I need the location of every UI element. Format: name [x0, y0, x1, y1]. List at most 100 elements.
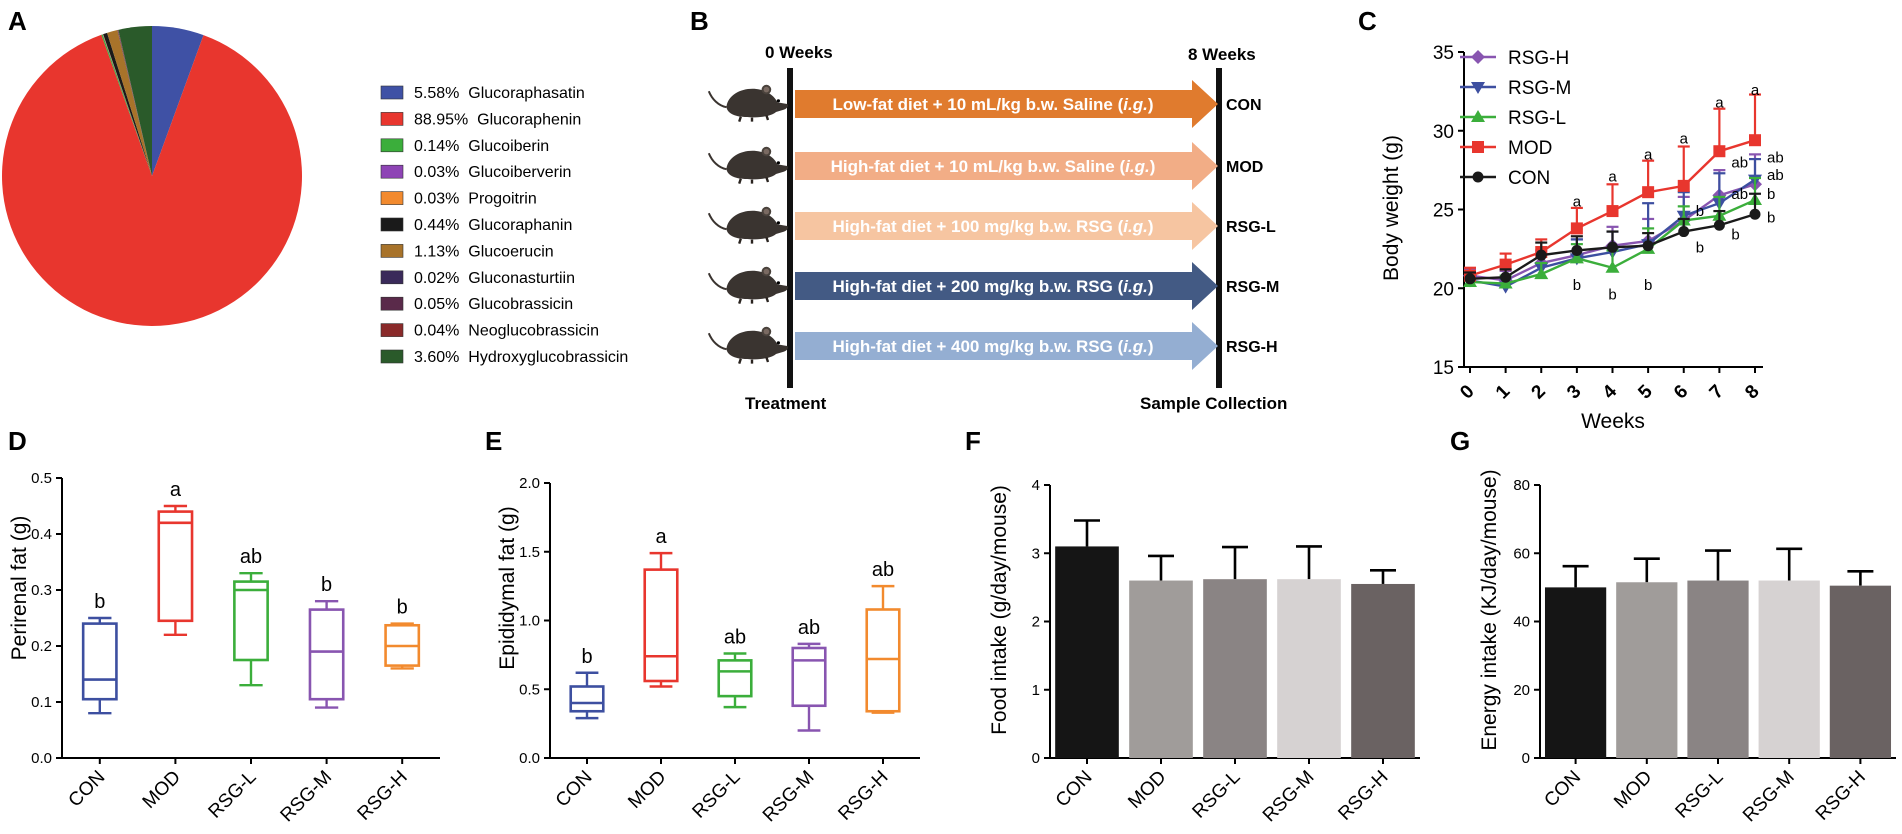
sig-label: ab: [798, 617, 820, 639]
legend-name: Glucoraphasatin: [468, 85, 585, 102]
bar-rsg-h: [1829, 570, 1892, 758]
bar-rsg-m: [1758, 547, 1820, 758]
c-y-tick-label: 15: [1433, 358, 1454, 379]
experiment-diagram: 0 Weeks 8 Weeks Treatment Sample Collect…: [707, 43, 1287, 413]
y-tick-label: 0.1: [31, 694, 52, 711]
sample-collection-caption: Sample Collection: [1140, 394, 1287, 413]
legend-space: [459, 164, 468, 181]
box-rsg-l: ab: [717, 627, 753, 709]
bar-rect: [1351, 583, 1415, 758]
y-tick-label: 2: [1032, 614, 1040, 631]
f-plot: 0 1 2 3 4 CON MOD RSG-L RSG-M RSG-H: [1032, 477, 1420, 826]
bar-mod: [1616, 557, 1678, 758]
end-week-label: 8 Weeks: [1188, 45, 1256, 64]
c-sig-label: a: [1680, 131, 1689, 148]
legend-space: [459, 349, 468, 366]
c-point: [1642, 186, 1655, 199]
panel-letter-g: G: [1450, 426, 1470, 456]
legend-entry-hydroxyglucobrassicin: 3.60% Hydroxyglucobrassicin: [414, 349, 628, 366]
legend-name: Glucoerucin: [468, 243, 553, 260]
c-point: [1570, 222, 1583, 235]
c-y-tick-label: 35: [1433, 43, 1454, 64]
c-y-axis-label: Body weight (g): [1380, 135, 1403, 281]
treatment-arrow-rsg-m: [795, 262, 1218, 310]
box-iqr: [308, 608, 345, 701]
treatment-text-rsg-h: High-fat diet + 400 mg/kg b.w. RSG (i.g.…: [832, 337, 1153, 356]
pie-slice-glucoiberverin: [102, 34, 152, 176]
y-tick-label: 0.2: [31, 638, 52, 655]
c-sig-label: b: [1644, 277, 1652, 294]
c-legend-label-rsg-l: RSG-L: [1508, 108, 1566, 129]
x-tick-label-rsg-m: RSG-M: [759, 767, 819, 827]
paren-open: (: [1118, 277, 1124, 296]
c-sig-label: b: [1608, 287, 1616, 304]
c-point: [1749, 208, 1761, 220]
d-plot: 0.0 0.1 0.2 0.3 0.4 0.5 b CON a MOD ab RSG-L b RSG-M b…: [31, 470, 440, 826]
treatment-arrow-con: [795, 80, 1218, 128]
sig-label: ab: [240, 546, 262, 568]
c-point: [1606, 205, 1619, 218]
box-mod: a: [643, 526, 679, 688]
y-tick-label: 60: [1513, 545, 1530, 562]
c-sig-label: b: [1767, 186, 1775, 203]
c-legend-label-rsg-m: RSG-M: [1508, 78, 1571, 99]
x-tick-label-rsg-m: RSG-M: [1739, 767, 1799, 827]
box-iqr: [569, 685, 605, 713]
legend-percent: 1.13%: [414, 243, 459, 260]
bar-rect: [1129, 580, 1193, 758]
x-tick-label-con: CON: [1052, 767, 1097, 812]
treatment-text-con: Low-fat diet + 10 mL/kg b.w. Saline (i.g…: [832, 95, 1153, 114]
treatment-route: i.g.: [1123, 217, 1148, 236]
pie-slice-neoglucobrassicin: [117, 29, 152, 177]
paren-close: ): [1148, 277, 1154, 296]
legend-space: [459, 323, 468, 340]
legend-percent: 5.58%: [414, 85, 459, 102]
bar-rect: [1277, 579, 1341, 758]
legend-name: Glucoiberverin: [468, 164, 571, 181]
group-label-rsg-h: RSG-H: [1226, 339, 1278, 356]
c-sig-label: a: [1644, 146, 1653, 163]
treatment-description: High-fat diet + 400 mg/kg b.w. RSG: [832, 337, 1117, 356]
c-sig-label: ab: [1731, 154, 1748, 171]
bar-rect: [1758, 580, 1820, 758]
y-tick-label: 4: [1032, 477, 1040, 494]
treatment-description: High-fat diet + 100 mg/kg b.w. RSG: [832, 217, 1117, 236]
c-y-tick-label: 30: [1433, 122, 1454, 143]
y-tick-label: 1.0: [519, 613, 540, 630]
end-timeline-bar: [1216, 68, 1222, 388]
c-point: [1472, 141, 1484, 153]
c-legend-label-mod: MOD: [1508, 138, 1552, 159]
food-intake-bar-chart: 0 1 2 3 4 CON MOD RSG-L RSG-M RSG-H Food intake (…: [988, 477, 1420, 826]
x-tick-label-rsg-h: RSG-H: [834, 767, 892, 825]
group-label-con: CON: [1226, 97, 1262, 114]
pie-slice-glucoraphasatin: [152, 26, 204, 176]
legend-space: [468, 111, 477, 128]
f-y-axis-label: Food intake (g/day/mouse): [988, 485, 1011, 735]
y-tick-label: 1: [1032, 682, 1040, 699]
c-x-tick-label: 1: [1492, 381, 1515, 404]
y-tick-label: 0.4: [31, 526, 52, 543]
c-series: [1463, 93, 1762, 294]
c-legend-label-con: CON: [1508, 168, 1550, 189]
paren-close: ): [1148, 337, 1154, 356]
y-tick-label: 0: [1032, 750, 1040, 767]
legend-space: [459, 217, 468, 234]
legend-name: Glucoraphenin: [477, 111, 581, 128]
c-point: [1471, 50, 1485, 64]
c-sig-label: ab: [1731, 186, 1748, 203]
x-tick-label-mod: MOD: [1124, 767, 1170, 813]
x-tick-label-mod: MOD: [139, 767, 185, 813]
box-iqr: [643, 568, 679, 683]
perirenal-fat-box-plot: 0.0 0.1 0.2 0.3 0.4 0.5 b CON a MOD ab RSG-L b RSG-M b…: [8, 470, 440, 826]
legend-swatch-progoitrin: [380, 191, 404, 205]
paren-open: (: [1120, 157, 1126, 176]
treatment-route: i.g.: [1123, 277, 1148, 296]
y-tick-label: 2.0: [519, 475, 540, 492]
treatment-description: High-fat diet + 200 mg/kg b.w. RSG: [832, 277, 1117, 296]
treatment-route: i.g.: [1125, 157, 1150, 176]
pie-slice-glucoerucin: [107, 30, 152, 177]
panel-letter-f: F: [965, 426, 981, 456]
legend-space: [459, 296, 468, 313]
c-sig-label: a: [1751, 82, 1760, 99]
